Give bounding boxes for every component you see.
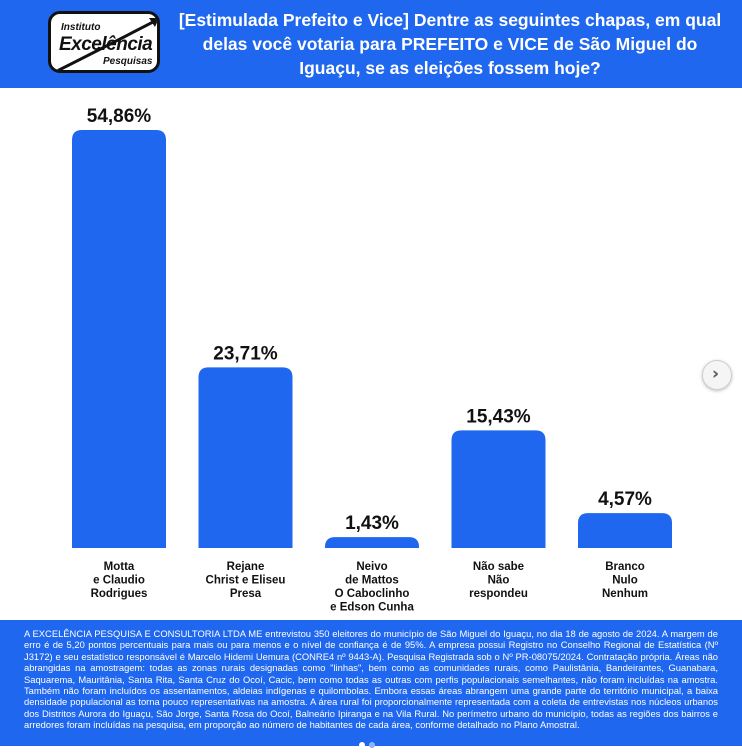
bar-0 (72, 130, 166, 548)
logo-line-3: Pesquisas (103, 56, 153, 67)
bar-4 (578, 513, 672, 548)
logo-swoosh-icon (55, 18, 157, 70)
bar-chart: 54,86% Motta e Claudio Rodrigues 23,71% Rejan… (0, 88, 742, 620)
carousel-dot-active[interactable] (359, 742, 365, 748)
category-label-1: Rejane Christ e Eliseu Presa (206, 561, 286, 600)
bar-3 (451, 430, 546, 548)
institute-logo: Instituto Excelência Pesquisas (48, 11, 160, 73)
logo-line-2: Excelência (59, 34, 153, 55)
category-label-3: Não sabe Não respondeu (469, 561, 528, 600)
header-banner: Instituto Excelência Pesquisas [Estimula… (0, 0, 742, 88)
category-label-2: Neivo de Mattos O Caboclinho e Edson Cunha (330, 561, 414, 614)
bar-value-label-1: 23,71% (213, 343, 278, 364)
bar-value-label-2: 1,43% (345, 513, 399, 534)
bar-1 (198, 367, 293, 548)
chevron-right-icon: › (712, 364, 720, 384)
footer-methodology: A EXCELÊNCIA PESQUISA E CONSULTORIA LTDA… (0, 620, 742, 746)
methodology-text: A EXCELÊNCIA PESQUISA E CONSULTORIA LTDA… (24, 628, 718, 731)
carousel-dot[interactable] (369, 742, 375, 748)
bar-2 (325, 537, 419, 548)
bar-value-label-3: 15,43% (466, 406, 531, 427)
next-slide-button[interactable]: › (702, 360, 732, 390)
carousel-dots (357, 735, 377, 753)
category-label-0: Motta e Claudio Rodrigues (91, 561, 148, 600)
bar-value-label-0: 54,86% (87, 106, 152, 127)
bar-value-label-4: 4,57% (598, 489, 652, 510)
logo-line-1: Instituto (61, 22, 101, 33)
category-label-4: Branco Nulo Nenhum (602, 561, 648, 600)
bar-chart-svg: 54,86% Motta e Claudio Rodrigues 23,71% Rejan… (72, 106, 672, 614)
page-title: [Estimulada Prefeito e Vice] Dentre as s… (178, 10, 722, 78)
